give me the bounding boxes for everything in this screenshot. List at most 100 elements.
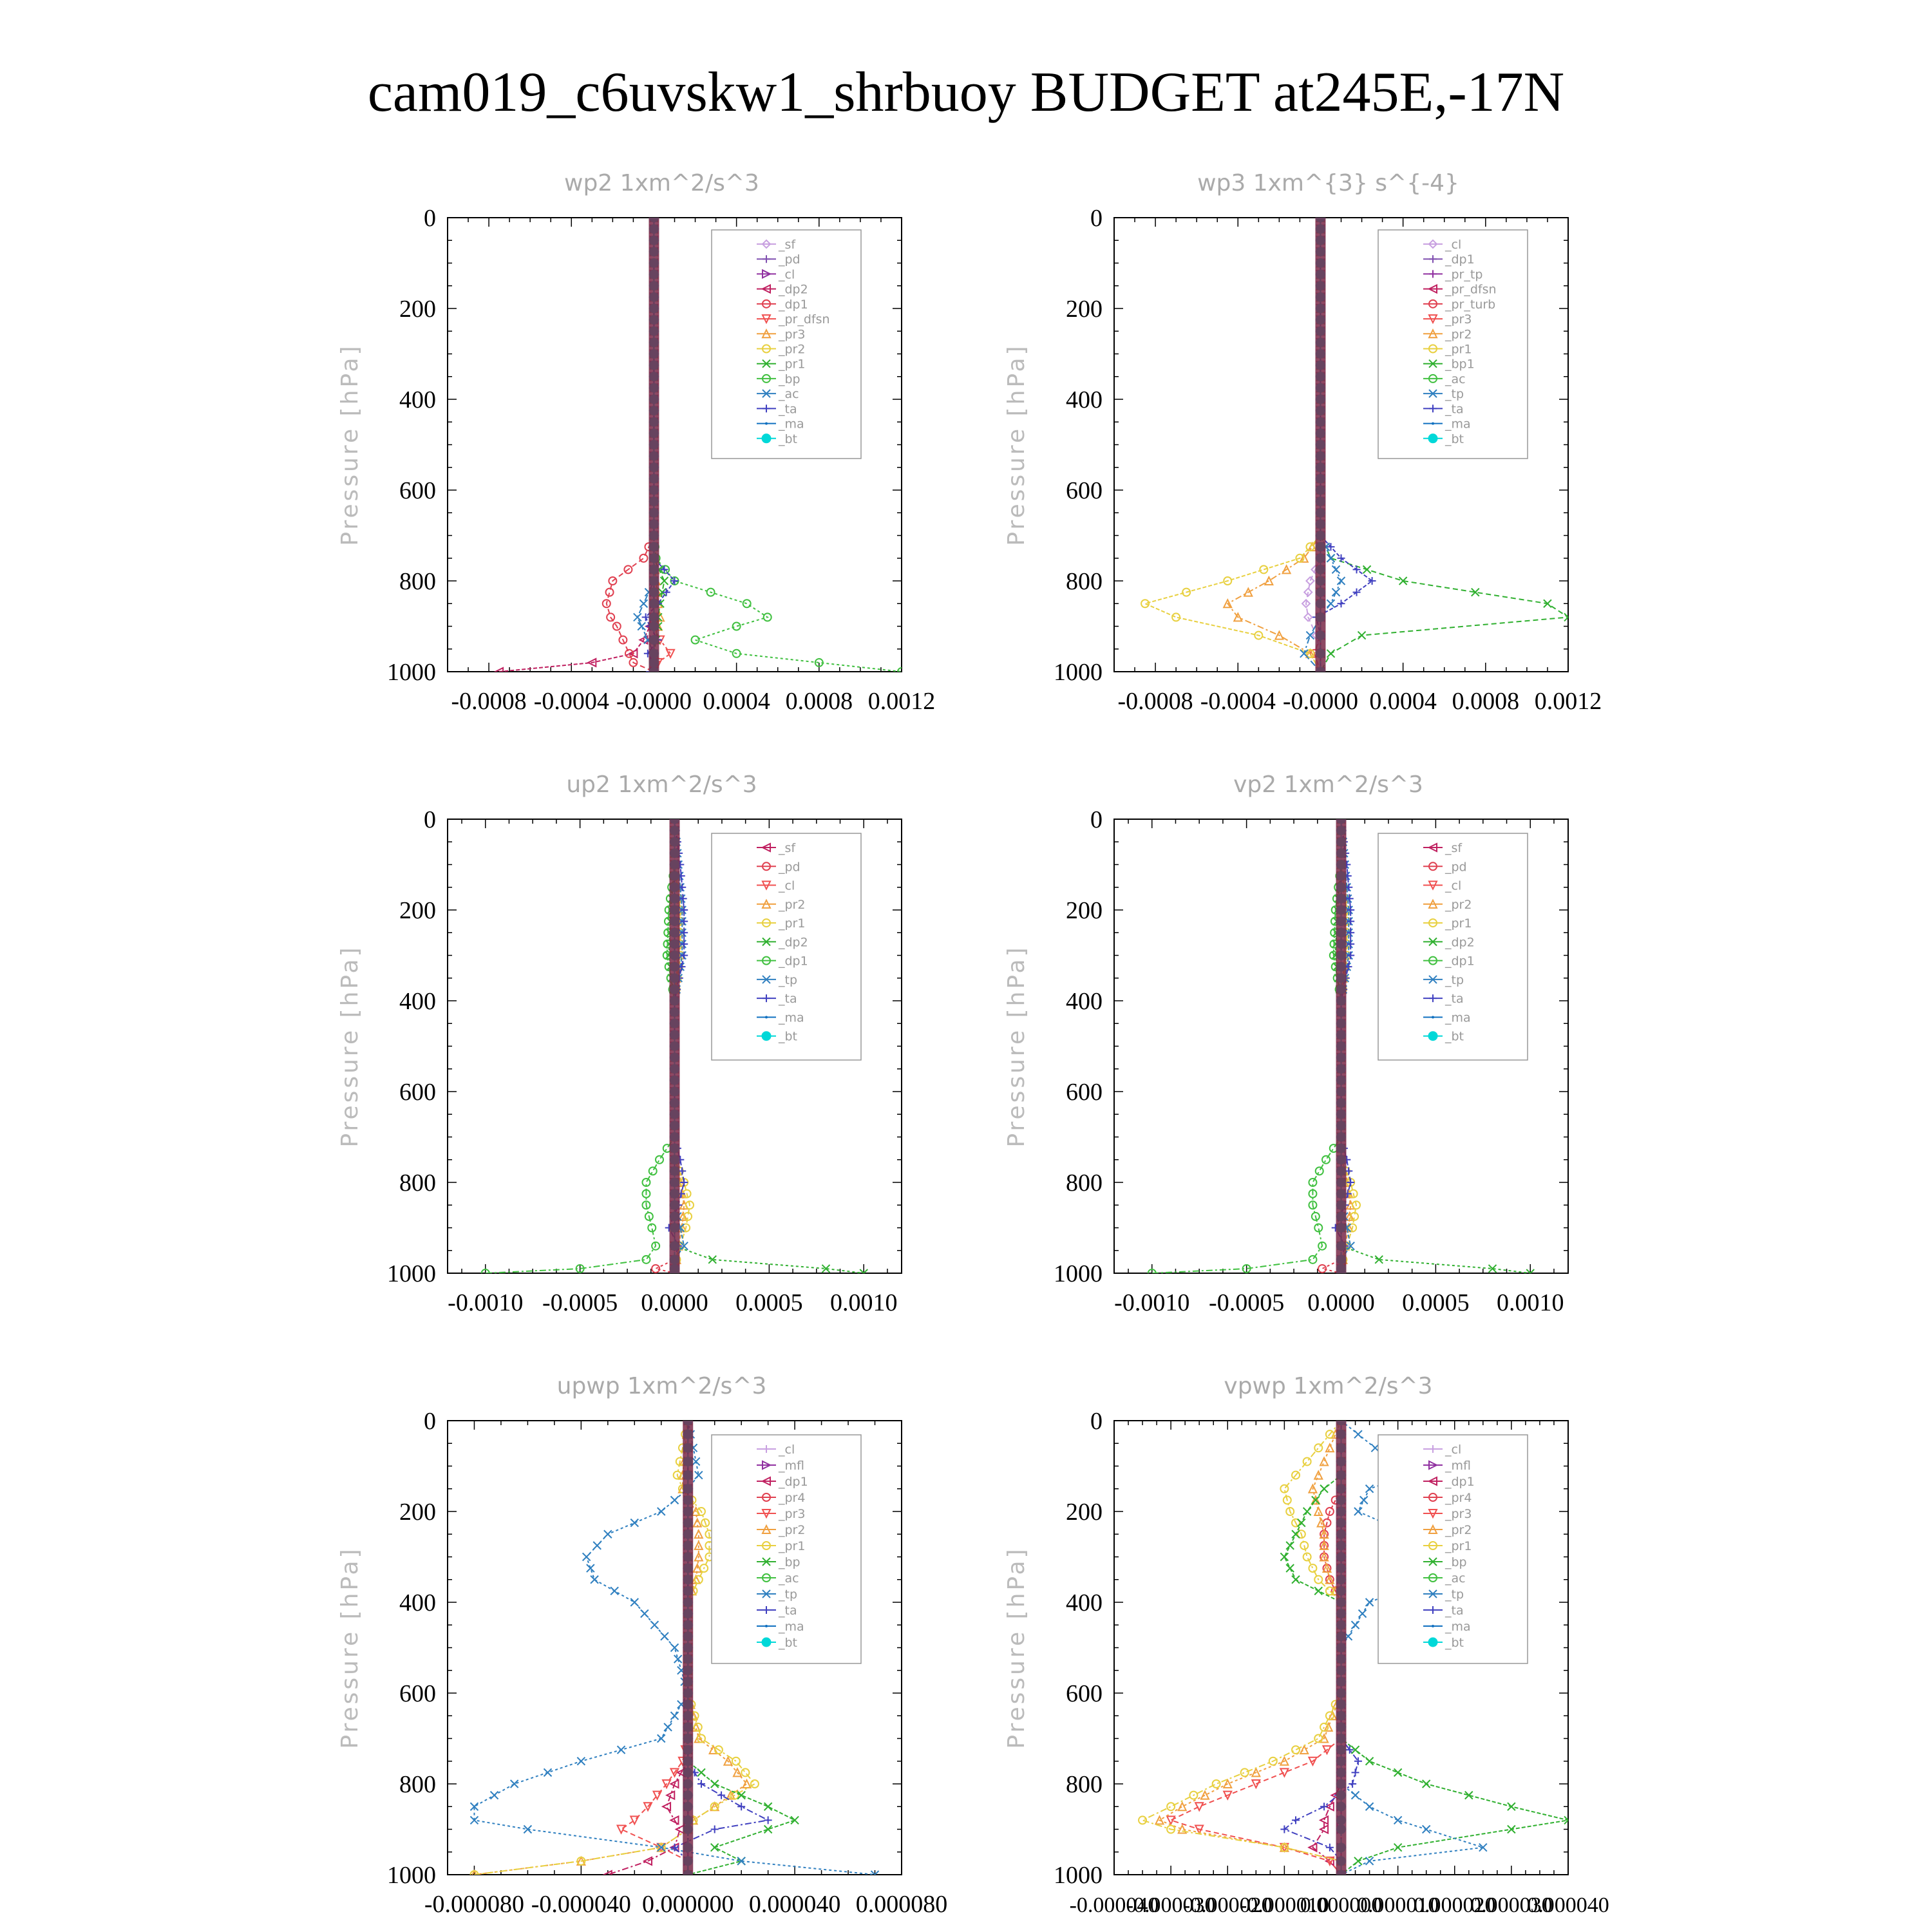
y-tick-label: 600 [1066,1079,1103,1106]
legend-box [1378,229,1528,459]
legend-label: _tp [1444,387,1464,401]
legend-entry: _tp [1423,1587,1464,1602]
y-tick-label: 400 [1066,988,1103,1015]
y-tick-label: 600 [399,1680,436,1707]
y-tick-label: 1000 [387,659,436,686]
figure-title: cam019_c6uvskw1_shrbuoy BUDGET at245E,-1… [368,61,1564,124]
legend-label: _ta [778,402,797,416]
series-dp1 [1147,819,1346,1273]
legend-entry: _pr3 [757,1507,805,1521]
legend-entry: _pd [1423,860,1467,874]
y-tick-label: 0 [424,1408,436,1435]
legend-label: _cl [1444,1443,1461,1457]
legend-entry: _bt [1423,432,1464,446]
legend-entry: _pr4 [1423,1491,1472,1505]
legend-entry: _pr_dfsn [1423,283,1497,297]
legend-entry: _dp2 [757,283,808,297]
legend-entry: _dp1 [757,1475,808,1489]
legend-entry: _dp2 [1423,935,1475,949]
legend-box [711,229,862,459]
legend-label: _dp2 [1444,935,1475,949]
legend-label: _ma [778,1010,804,1025]
legend-entry: _pr3 [757,327,805,341]
y-tick-label: 1000 [1054,659,1103,686]
legend-label: _ma [1444,1010,1471,1025]
legend-entry: _ma [757,1010,804,1025]
legend-label: _bt [1444,1636,1464,1650]
legend-label: _ac [778,1571,799,1586]
panels: 0 200 400 600 800 1000 -0.0008 -0.0004 -0.0000 0.… [337,170,1609,1918]
x-tick-label: 0.0004 [703,688,770,715]
x-tick-label: -0.000040 [1070,1893,1159,1917]
x-tick-label: 0.000000 [642,1891,734,1918]
legend-entry: _dp1 [1423,954,1475,969]
legend-label: _pr2 [1444,327,1472,341]
legend-label: _cl [778,879,795,893]
x-tick-label: 0.0000 [641,1289,708,1316]
legend-entry: _tp [1423,973,1464,987]
legend-label: _pr1 [778,1539,805,1553]
legend-label: _bt [1444,1030,1464,1044]
legend-entry: _ac [757,1571,799,1586]
legend-label: _pr1 [778,916,805,931]
legend: _sf_pd_cl _dp2_dp1_pr_dfsn_pr3 _pr2_pr1_bp… [711,229,862,459]
legend-label: _pr2 [1444,898,1472,912]
legend-entry: _pr_turb [1423,298,1495,312]
legend-label: _bp1 [1444,357,1475,372]
x-tick-label: -0.0010 [448,1289,523,1316]
legend-entry: _bp [757,1555,800,1569]
legend-entry: _ac [1423,372,1466,386]
legend-label: _ta [1444,402,1464,416]
series-line [1151,819,1342,1273]
legend-entry: _ta [757,402,797,416]
y-tick-label: 400 [399,1589,436,1616]
legend-label: _dp2 [778,283,808,297]
series-line [474,1421,756,1875]
y-tick-label: 800 [1066,568,1103,595]
legend-label: _ta [778,992,797,1006]
x-tick-label: -0.000010 [1240,1893,1329,1917]
y-tick-label: 0 [424,806,436,833]
legend-label: _ma [1444,1620,1471,1634]
legend-entry: _ma [757,417,804,431]
legend-label: _dp1 [778,1475,808,1489]
legend-entry: _pr3 [1423,1507,1472,1521]
legend-entry: _bt [1423,1636,1464,1650]
legend-label: _tp [778,973,797,987]
legend-label: _tp [1444,973,1464,987]
x-tick-label: -0.0000 [1283,688,1358,715]
legend-entry: _pr2 [1423,1523,1472,1537]
x-tick-label: -0.000020 [1183,1893,1273,1917]
y-tick-label: 800 [399,568,436,595]
legend-label: _pr1 [778,357,805,372]
panel-title: up2 1xm^2/s^3 [566,772,757,798]
y-tick-label: 400 [399,386,436,413]
legend-label: _ta [1444,992,1464,1006]
y-axis-label: Pressure [hPa] [337,343,363,545]
legend-entry: _dp1 [757,298,808,312]
plot-area [469,1421,880,1875]
plot-area [1147,819,1535,1273]
legend-entry: _cl [1423,879,1461,893]
legend-entry: _bt [757,1636,797,1650]
x-tick-label: 0.0000 [1307,1289,1375,1316]
y-tick-label: 1000 [387,1260,436,1287]
legend-label: _pr3 [778,1507,805,1521]
legend-box [1378,1434,1528,1664]
y-tick-label: 800 [1066,1771,1103,1798]
series-line [620,1421,689,1875]
legend-box [711,1434,862,1664]
x-tick-label: -0.0008 [1118,688,1193,715]
legend-label: _cl [1444,879,1461,893]
legend-label: _pr2 [778,1523,805,1537]
y-tick-label: 600 [399,1079,436,1106]
legend-entry: _dp1 [1423,1475,1475,1489]
legend-label: _ta [778,1604,797,1618]
plot-area [480,819,868,1273]
x-tick-label: 0.000020 [1414,1893,1496,1917]
x-tick-label: -0.0005 [1209,1289,1284,1316]
y-tick-label: 0 [1090,205,1103,232]
x-tick-label: -0.0008 [451,688,527,715]
y-tick-label: 1000 [1054,1862,1103,1889]
legend-label: _pr_dfsn [778,312,830,327]
